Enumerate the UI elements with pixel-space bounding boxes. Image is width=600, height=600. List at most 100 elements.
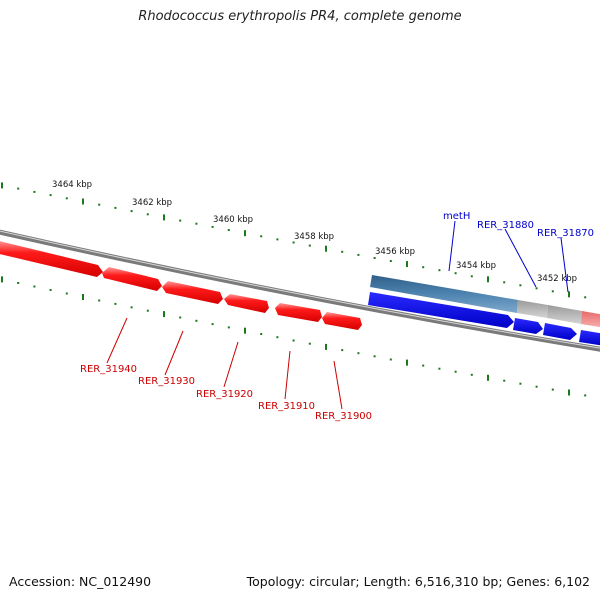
leader-RER_31910 [284,350,291,400]
outer-minor-tick [179,219,182,222]
outer-minor-tick [454,272,457,275]
reverse-gene-arrow-1[interactable] [0,240,103,277]
inner-major-tick [163,311,165,318]
outer-minor-tick [146,213,149,216]
outer-minor-tick [422,266,425,269]
accession-text: Accession: NC_012490 [9,574,152,589]
forward-gene-arrow-1[interactable] [368,292,514,328]
outer-minor-tick [470,275,473,278]
leader-RER_31880 [504,228,537,288]
outer-major-tick [406,261,408,268]
outer-minor-tick [98,203,101,206]
inner-major-tick [406,359,408,366]
map-title: Rhodococcus erythropolis PR4, complete g… [138,9,462,24]
inner-minor-tick [49,289,52,291]
label-RER_31880[interactable]: RER_31880 [477,220,534,231]
inner-minor-tick [438,367,441,370]
inner-major-tick [244,327,246,334]
scale-label-3462: 3462 kbp [132,198,172,208]
outer-minor-tick [65,197,68,200]
inner-minor-tick [276,336,279,339]
forward-gene-arrow-3[interactable] [543,323,577,340]
inner-major-tick [568,389,570,396]
outer-minor-tick [357,253,360,256]
outer-major-tick [325,245,327,252]
label-metH[interactable]: metH [443,211,470,222]
inner-minor-tick [33,285,36,288]
scale-label-3458: 3458 kbp [294,232,334,242]
inner-minor-tick [17,282,20,284]
outer-major-tick [568,291,570,298]
outer-minor-tick [535,287,538,290]
forward-gene-arrow-2[interactable] [513,318,543,334]
leader-RER_31870 [560,237,569,293]
gene-RER_31880[interactable] [517,300,548,318]
gene-RER_31870[interactable] [547,305,582,324]
outer-major-tick [82,198,84,205]
inner-minor-tick [503,379,506,382]
outer-major-tick [1,182,3,189]
outer-minor-tick [260,235,263,238]
outer-minor-tick [114,206,117,209]
gene-metH[interactable] [370,275,518,313]
inner-minor-tick [454,370,457,373]
inner-minor-tick [114,302,117,305]
outer-minor-tick [551,290,554,293]
inner-minor-tick [584,394,587,397]
outer-minor-tick [438,269,441,272]
scale-label-3464: 3464 kbp [52,180,92,190]
outer-minor-tick [373,257,376,259]
inner-minor-tick [422,364,425,367]
inner-minor-tick [130,306,133,309]
inner-tick-ring [1,276,587,397]
inner-minor-tick [195,319,198,322]
genome-backbone-highlight [0,230,600,349]
leader-RER_31900 [333,360,343,410]
inner-minor-tick [519,382,522,385]
outer-minor-tick [130,210,133,213]
outer-minor-tick [195,222,198,225]
inner-major-tick [82,294,84,300]
inner-minor-tick [146,309,149,312]
inner-minor-tick [341,349,344,352]
outer-major-tick [163,214,165,221]
inner-minor-tick [373,355,376,358]
label-RER_31900[interactable]: RER_31900 [315,411,372,422]
leader-metH [448,220,456,272]
forward-gene-arrow-4[interactable] [579,330,600,346]
label-RER_31930[interactable]: RER_31930 [138,376,195,387]
inner-minor-tick [260,333,263,335]
outer-minor-tick [17,187,20,190]
reverse-gene-arrow-3[interactable] [162,281,223,304]
reverse-gene-arrow-4[interactable] [224,294,269,313]
label-RER_31910[interactable]: RER_31910 [258,401,315,412]
outer-minor-tick [227,229,230,231]
label-RER_31870[interactable]: RER_31870 [537,228,594,239]
leader-RER_31920 [223,341,239,388]
gene-pink-feature[interactable] [581,311,600,328]
reverse-gene-arrow-2[interactable] [102,267,162,291]
label-RER_31940[interactable]: RER_31940 [80,364,137,375]
scale-label-3454: 3454 kbp [456,261,496,271]
label-RER_31920[interactable]: RER_31920 [196,389,253,400]
reverse-gene-arrow-6[interactable] [322,312,362,330]
outer-minor-tick [519,284,522,287]
outer-tick-ring [1,182,587,299]
inner-major-tick [1,276,3,283]
outer-minor-tick [584,296,587,299]
inner-minor-tick [211,323,214,326]
inner-minor-tick [551,388,554,391]
reverse-gene-arrow-5[interactable] [275,303,322,322]
inner-minor-tick [308,342,311,345]
outer-minor-tick [341,250,344,253]
genome-backbone [0,229,600,352]
inner-minor-tick [179,316,182,319]
inner-minor-tick [535,385,538,388]
inner-minor-tick [470,373,473,376]
outer-minor-tick [211,225,214,228]
inner-minor-tick [357,352,360,355]
leader-RER_31940 [106,317,128,364]
outer-major-tick [244,230,246,237]
inner-major-tick [487,374,489,381]
